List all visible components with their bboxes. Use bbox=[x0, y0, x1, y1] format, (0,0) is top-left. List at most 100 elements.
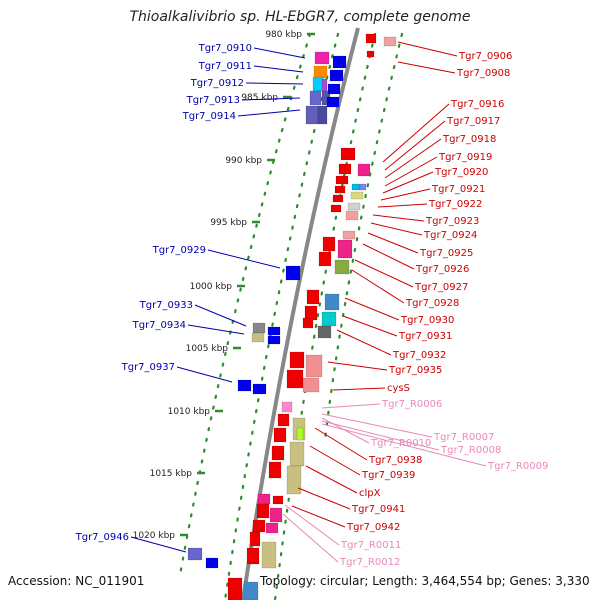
gene-feature bbox=[267, 335, 281, 345]
gene-feature bbox=[318, 251, 332, 267]
rna-label: Tgr7_R0006 bbox=[381, 399, 442, 410]
scale-label: 1005 kbp bbox=[186, 344, 229, 354]
scale-label: 1015 kbp bbox=[150, 469, 193, 479]
gene-label-right: clpX bbox=[359, 488, 381, 499]
gene-feature bbox=[366, 50, 375, 58]
gene-feature bbox=[345, 210, 359, 221]
gene-feature bbox=[321, 78, 328, 92]
gene-feature bbox=[205, 557, 219, 569]
gene-feature bbox=[332, 55, 347, 69]
gene-label-right: Tgr7_0938 bbox=[368, 455, 422, 466]
gene-label-right: Tgr7_0919 bbox=[438, 152, 492, 163]
gene-feature bbox=[340, 147, 356, 161]
gene-feature bbox=[281, 401, 293, 413]
genome-backbone bbox=[241, 27, 360, 600]
gene-feature bbox=[338, 163, 352, 175]
gene-label-right: Tgr7_0930 bbox=[400, 315, 454, 326]
gene-label-right: Tgr7_0932 bbox=[392, 350, 446, 361]
gene-label-right: Tgr7_0928 bbox=[405, 298, 459, 309]
gene-feature bbox=[314, 51, 330, 65]
gene-feature bbox=[332, 194, 344, 203]
scale-label: 980 kbp bbox=[265, 30, 302, 40]
gene-feature bbox=[330, 204, 342, 213]
leader-line bbox=[321, 420, 440, 451]
leader-line bbox=[253, 65, 304, 73]
gene-feature bbox=[256, 503, 270, 519]
gene-feature bbox=[252, 383, 267, 395]
gene-feature bbox=[322, 236, 336, 252]
leader-line bbox=[327, 361, 388, 371]
gene-label-right: Tgr7_0923 bbox=[425, 216, 479, 227]
leader-line bbox=[397, 41, 458, 57]
rna-label: Tgr7_R0007 bbox=[433, 432, 494, 443]
gene-feature bbox=[357, 163, 371, 177]
scale-label: 1010 kbp bbox=[168, 407, 211, 417]
gene-feature bbox=[334, 185, 346, 194]
map-title: Thioalkalivibrio sp. HL-EbGR7, complete … bbox=[129, 9, 471, 25]
gene-feature bbox=[305, 105, 319, 125]
gene-feature bbox=[365, 33, 377, 44]
gene-feature bbox=[285, 265, 301, 281]
accession-text: Accession: NC_011901 bbox=[8, 574, 145, 588]
gene-feature bbox=[249, 531, 261, 547]
track-outer-right bbox=[323, 32, 404, 442]
gene-feature bbox=[334, 259, 350, 275]
gene-feature bbox=[273, 427, 287, 443]
gene-label-right: Tgr7_0922 bbox=[428, 199, 482, 210]
gene-label-left: Tgr7_0934 bbox=[132, 320, 186, 331]
gene-feature bbox=[335, 175, 349, 185]
leader-line bbox=[384, 138, 442, 179]
track-inner-right bbox=[273, 32, 377, 600]
gene-label-left: Tgr7_0946 bbox=[75, 532, 129, 543]
rna-label: Tgr7_R0009 bbox=[487, 461, 548, 472]
gene-feature bbox=[329, 69, 344, 82]
gene-feature bbox=[237, 379, 252, 392]
leader-line bbox=[241, 97, 301, 101]
leader-line bbox=[284, 504, 340, 546]
gene-feature bbox=[289, 351, 305, 369]
leader-line bbox=[351, 269, 405, 304]
gene-label-left: Tgr7_0937 bbox=[121, 362, 175, 373]
gene-feature bbox=[342, 230, 356, 240]
gene-label-right: Tgr7_0941 bbox=[351, 504, 405, 515]
scale-label: 985 kbp bbox=[241, 93, 278, 103]
gene-label-right: Tgr7_0925 bbox=[419, 248, 473, 259]
gene-feature bbox=[271, 445, 285, 461]
leader-line bbox=[245, 82, 304, 85]
gene-feature bbox=[326, 96, 340, 108]
gene-feature bbox=[272, 495, 284, 505]
gene-feature bbox=[251, 332, 265, 343]
scale-label: 995 kbp bbox=[210, 218, 247, 228]
scale-label: 1000 kbp bbox=[190, 282, 233, 292]
leader-line bbox=[384, 120, 446, 171]
gene-feature bbox=[289, 441, 305, 467]
rna-label: Tgr7_R0008 bbox=[440, 445, 501, 456]
gene-label-right: Tgr7_0931 bbox=[398, 331, 452, 342]
leader-line bbox=[187, 324, 245, 335]
leader-line bbox=[176, 366, 233, 383]
leader-line bbox=[377, 203, 428, 208]
gene-label-right: Tgr7_0908 bbox=[456, 68, 510, 79]
leader-line bbox=[130, 536, 187, 553]
gene-feature bbox=[268, 461, 282, 479]
leader-line bbox=[321, 403, 381, 409]
leader-line bbox=[362, 243, 415, 270]
gene-label-right: Tgr7_0942 bbox=[346, 522, 400, 533]
leader-line bbox=[382, 103, 450, 163]
gene-feature bbox=[317, 325, 332, 339]
leader-line bbox=[297, 487, 351, 510]
leader-line bbox=[367, 232, 419, 254]
gene-feature bbox=[313, 65, 328, 79]
scale-label: 1020 kbp bbox=[133, 531, 176, 541]
gene-label-right: Tgr7_0921 bbox=[431, 184, 485, 195]
leader-line bbox=[282, 513, 339, 563]
gene-feature bbox=[321, 311, 337, 327]
scale-label: 990 kbp bbox=[225, 156, 262, 166]
gene-feature bbox=[246, 547, 260, 565]
rna-label: Tgr7_R0010 bbox=[370, 438, 431, 449]
gene-feature bbox=[347, 202, 361, 211]
gene-feature bbox=[359, 183, 367, 191]
gene-label-right: Tgr7_0926 bbox=[415, 264, 469, 275]
